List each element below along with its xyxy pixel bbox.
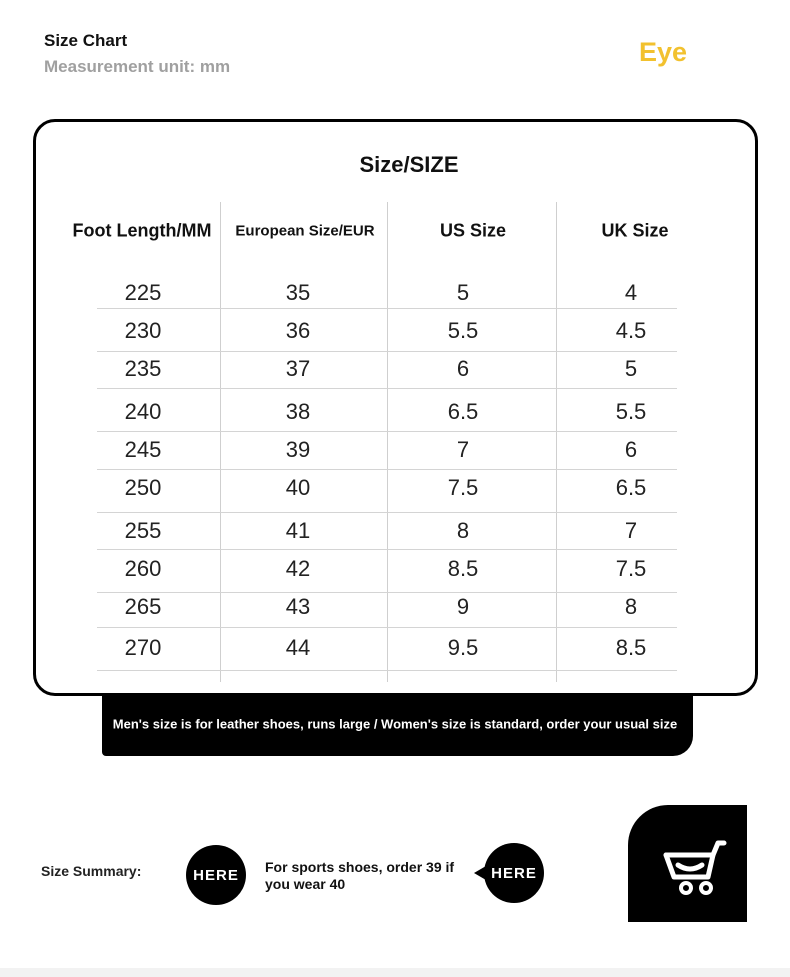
column-header: Foot Length/MM (72, 220, 212, 241)
table-cell: 245 (124, 437, 162, 462)
chart-title: Size Chart (44, 31, 128, 50)
row-divider (97, 627, 677, 628)
table-cell: 5 (624, 356, 638, 381)
table-cell: 9.5 (447, 635, 479, 660)
table-cell: 270 (124, 635, 162, 660)
summary-label: Size Summary: (41, 863, 142, 879)
table-cell: 41 (285, 518, 311, 543)
column-header: UK Size (601, 220, 669, 241)
here-badge: HERE (186, 845, 246, 905)
unit-label: Measurement unit: mm (44, 57, 231, 76)
row-divider (97, 592, 677, 593)
table-cell: 6 (456, 356, 470, 381)
table-cell: 260 (124, 556, 162, 581)
summary-note: For sports shoes, order 39 if you wear 4… (265, 859, 455, 892)
table-title: Size/SIZE (359, 152, 459, 177)
table-cell: 250 (124, 475, 162, 500)
table-cell: 8.5 (615, 635, 647, 660)
table-cell: 5.5 (615, 399, 647, 424)
table-cell: 255 (124, 518, 162, 543)
table-cell: 42 (285, 556, 311, 581)
table-cell: 39 (285, 437, 311, 462)
banner (102, 695, 693, 756)
column-divider (556, 202, 557, 682)
table-cell: 240 (124, 399, 162, 424)
table-cell: 38 (285, 399, 311, 424)
table-cell: 4.5 (615, 318, 647, 343)
row-divider (97, 670, 677, 671)
table-cell: 5.5 (447, 318, 479, 343)
banner-text: Men's size is for leather shoes, runs la… (112, 716, 678, 732)
table-cell: 37 (285, 356, 311, 381)
column-header: European Size/EUR (235, 222, 375, 240)
table-cell: 265 (124, 594, 162, 619)
column-divider (220, 202, 221, 682)
table-cell: 6.5 (615, 475, 647, 500)
table-cell: 8.5 (447, 556, 479, 581)
badge-pointer (474, 866, 486, 880)
table-cell: 7.5 (447, 475, 479, 500)
footer-strip (0, 968, 790, 977)
table-cell: 4 (624, 280, 638, 305)
here-badge: HERE (484, 843, 544, 903)
table-cell: 6 (624, 437, 638, 462)
table-cell: 6.5 (447, 399, 479, 424)
brand: Eye (639, 37, 688, 67)
table-cell: 8 (624, 594, 638, 619)
row-divider (97, 388, 677, 389)
table-cell: 7 (624, 518, 638, 543)
table-cell: 235 (124, 356, 162, 381)
table-cell: 8 (456, 518, 470, 543)
row-divider (97, 431, 677, 432)
column-divider (387, 202, 388, 682)
cart-button (628, 805, 747, 922)
table-cell: 9 (456, 594, 470, 619)
table-cell: 225 (124, 280, 162, 305)
table-cell: 5 (456, 280, 470, 305)
table-cell: 44 (285, 635, 311, 660)
table-cell: 35 (285, 280, 311, 305)
table-cell: 43 (285, 594, 311, 619)
row-divider (97, 308, 677, 309)
table-cell: 230 (124, 318, 162, 343)
row-divider (97, 351, 677, 352)
row-divider (97, 512, 677, 513)
table-cell: 40 (285, 475, 311, 500)
row-divider (97, 469, 677, 470)
row-divider (97, 549, 677, 550)
table-cell: 36 (285, 318, 311, 343)
column-header: US Size (439, 220, 507, 241)
table-cell: 7.5 (615, 556, 647, 581)
table-cell: 7 (456, 437, 470, 462)
table-frame (33, 119, 758, 696)
